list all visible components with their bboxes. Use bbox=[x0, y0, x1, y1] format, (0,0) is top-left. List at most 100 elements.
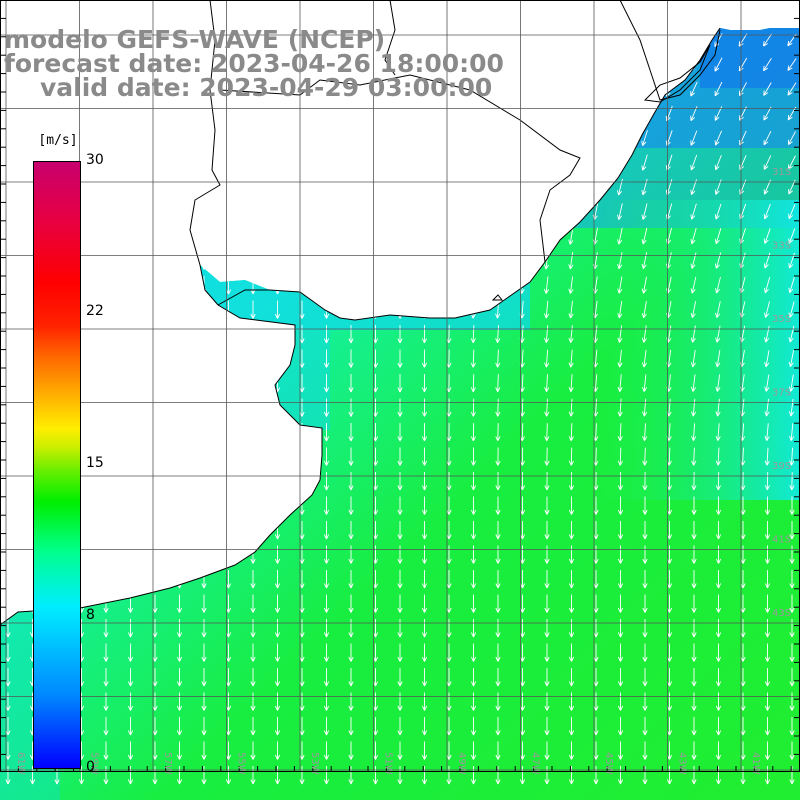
wind-arrow bbox=[103, 741, 109, 760]
colorbar-tick-30: 30 bbox=[86, 152, 104, 168]
wind-arrow bbox=[617, 472, 624, 491]
wind-arrow bbox=[715, 668, 722, 687]
wind-arrow bbox=[617, 276, 623, 294]
wind-arrow bbox=[152, 766, 158, 785]
wind-arrow bbox=[715, 717, 722, 736]
longitude-label: 45W bbox=[603, 752, 614, 775]
wind-arrow bbox=[103, 717, 109, 736]
colorbar-tick-0: 0 bbox=[86, 759, 95, 775]
wind-arrow bbox=[127, 717, 134, 736]
wind-arrow bbox=[544, 692, 550, 711]
wind-arrow bbox=[617, 741, 624, 760]
wind-arrow bbox=[127, 643, 134, 662]
wind-arrow bbox=[397, 741, 403, 760]
wind-arrow bbox=[617, 570, 624, 589]
wind-arrow bbox=[789, 766, 795, 785]
wind-arrow bbox=[568, 349, 574, 368]
wind-arrow bbox=[789, 643, 795, 662]
wind-arrow bbox=[421, 472, 428, 491]
wind-arrow bbox=[691, 692, 697, 711]
wind-arrow bbox=[495, 692, 501, 711]
wind-arrow bbox=[763, 155, 772, 170]
border-uruguay bbox=[189, 0, 581, 266]
wind-arrow bbox=[568, 300, 574, 319]
wind-arrow bbox=[690, 81, 698, 97]
wind-arrow bbox=[568, 570, 575, 589]
wind-arrow bbox=[617, 325, 623, 343]
wind-arrow bbox=[323, 423, 330, 442]
wind-arrow bbox=[201, 741, 207, 760]
longitude-label: 59W bbox=[89, 752, 100, 775]
wind-arrow bbox=[397, 594, 403, 613]
wind-arrow bbox=[495, 766, 501, 785]
wind-arrow bbox=[690, 276, 697, 294]
wind-arrow bbox=[642, 619, 648, 638]
wind-arrow bbox=[617, 496, 624, 515]
wind-arrow bbox=[714, 228, 722, 245]
wind-arrow bbox=[788, 374, 794, 392]
wind-arrow bbox=[103, 766, 109, 785]
wind-arrow bbox=[617, 594, 624, 613]
wind-arrow bbox=[274, 594, 281, 613]
wind-arrow bbox=[323, 717, 330, 736]
wind-arrow bbox=[54, 766, 60, 785]
wind-arrow bbox=[421, 521, 428, 540]
wind-arrow bbox=[250, 717, 256, 736]
latitude-labels: 31S 33S 35S 37S 39S 41S 43S bbox=[772, 167, 791, 619]
wind-arrow bbox=[715, 472, 721, 491]
wind-arrow bbox=[544, 717, 550, 736]
wind-arrow bbox=[715, 398, 721, 417]
wind-arrow bbox=[544, 300, 550, 319]
wind-arrow bbox=[641, 325, 647, 343]
wind-arrow bbox=[274, 643, 281, 662]
wind-arrow bbox=[323, 766, 330, 785]
wind-arrow bbox=[544, 374, 550, 393]
wind-arrow bbox=[642, 741, 648, 760]
wind-arrow bbox=[641, 154, 648, 171]
wind-arrow bbox=[764, 398, 770, 417]
wind-arrow bbox=[323, 643, 330, 662]
wind-arrow bbox=[544, 668, 550, 687]
wind-arrow bbox=[641, 203, 648, 220]
wind-arrow bbox=[250, 741, 256, 760]
wind-arrow bbox=[495, 521, 501, 540]
colorbar bbox=[33, 161, 81, 769]
wind-arrow bbox=[764, 447, 770, 466]
wind-arrow bbox=[495, 496, 501, 515]
wind-arrow bbox=[5, 766, 11, 785]
wind-arrow bbox=[617, 692, 624, 711]
wind-arrow bbox=[691, 594, 697, 613]
wind-arrow bbox=[715, 374, 721, 392]
latitude-label: 39S bbox=[772, 461, 791, 472]
wind-arrow bbox=[397, 496, 403, 515]
wind-arrow bbox=[788, 301, 795, 318]
wind-arrow bbox=[617, 766, 624, 785]
wind-arrow bbox=[348, 766, 354, 785]
wind-arrow bbox=[323, 619, 330, 638]
wind-arrow bbox=[495, 594, 501, 613]
wind-arrow bbox=[544, 545, 550, 564]
wind-arrow bbox=[397, 472, 403, 491]
wind-arrow bbox=[763, 130, 772, 146]
lagoon bbox=[491, 44, 711, 301]
wind-arrow bbox=[323, 496, 330, 515]
wind-arrow bbox=[348, 570, 354, 589]
wind-arrow bbox=[642, 423, 648, 442]
wind-arrow bbox=[250, 300, 256, 319]
longitude-label: 49W bbox=[456, 752, 467, 775]
wind-arrow bbox=[666, 766, 673, 785]
wind-arrow bbox=[348, 741, 354, 760]
wind-arrow bbox=[495, 643, 501, 662]
wind-arrow bbox=[568, 594, 575, 613]
wind-arrow bbox=[446, 766, 452, 785]
wind-arrow bbox=[788, 277, 795, 294]
wind-arrow bbox=[348, 545, 354, 564]
wind-arrow bbox=[470, 447, 477, 466]
wind-arrow bbox=[470, 423, 476, 442]
wind-arrow bbox=[397, 643, 403, 662]
wind-arrow bbox=[789, 668, 795, 687]
wind-arrow bbox=[617, 203, 623, 220]
wind-arrow bbox=[250, 692, 256, 711]
wind-arrow bbox=[127, 741, 134, 760]
wind-arrow bbox=[348, 717, 354, 736]
